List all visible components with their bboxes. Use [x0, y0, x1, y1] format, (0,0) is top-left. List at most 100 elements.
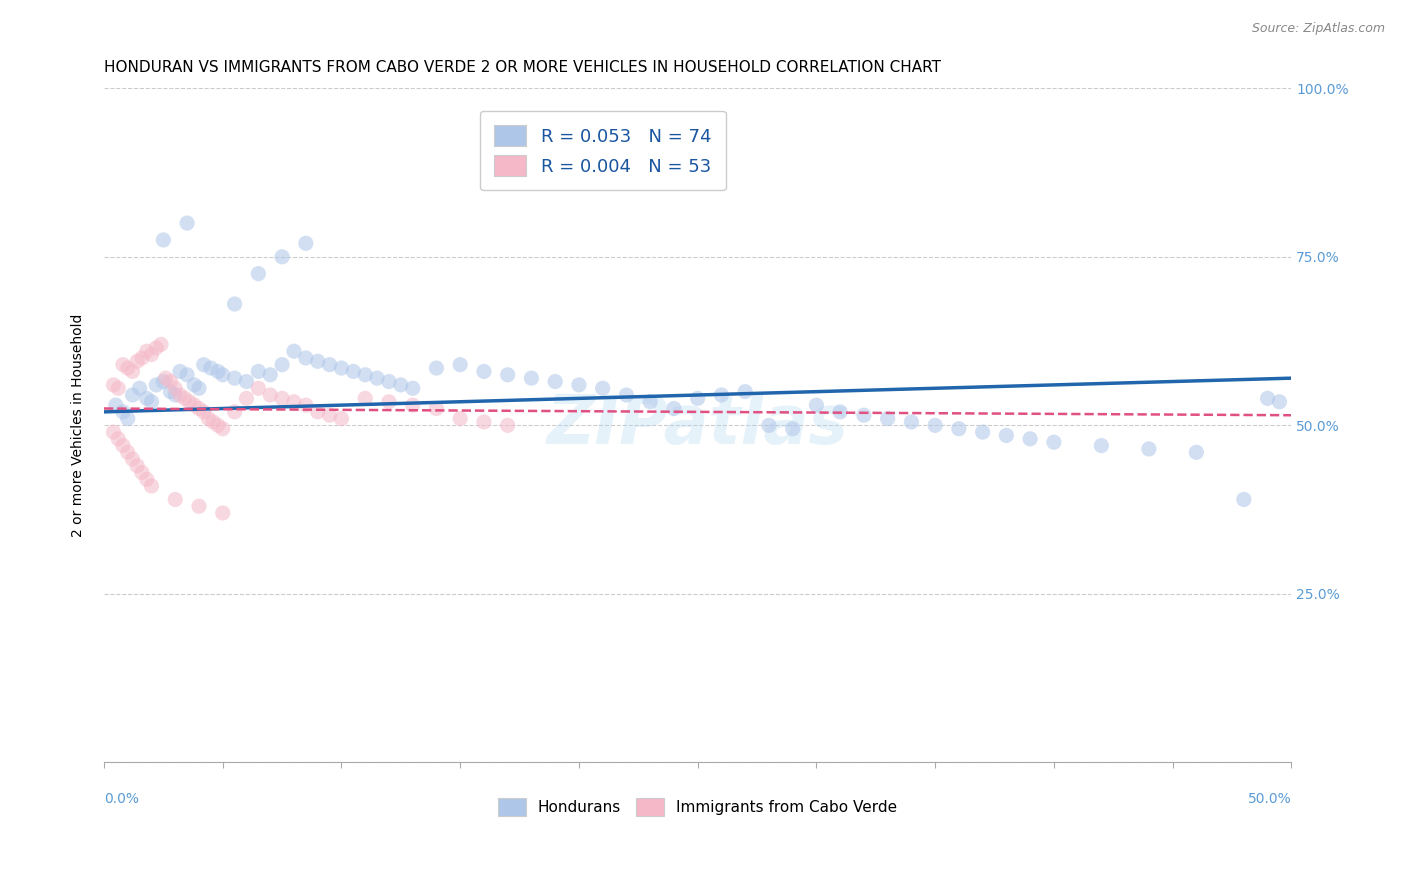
Point: [806, 398, 828, 412]
Point: [197, 411, 219, 425]
Point: [616, 388, 638, 402]
Point: [200, 361, 222, 376]
Point: [211, 506, 233, 520]
Point: [1043, 435, 1066, 450]
Y-axis label: 2 or more Vehicles in Household: 2 or more Vehicles in Household: [72, 314, 86, 537]
Point: [152, 375, 174, 389]
Point: [449, 411, 471, 425]
Point: [389, 378, 412, 392]
Point: [402, 381, 425, 395]
Point: [900, 415, 922, 429]
Point: [354, 368, 377, 382]
Point: [1185, 445, 1208, 459]
Point: [948, 422, 970, 436]
Point: [152, 233, 174, 247]
Point: [145, 378, 167, 392]
Point: [271, 392, 294, 406]
Point: [830, 405, 852, 419]
Point: [141, 347, 163, 361]
Point: [1137, 442, 1160, 456]
Point: [107, 381, 129, 395]
Point: [224, 371, 246, 385]
Point: [135, 392, 157, 406]
Point: [271, 250, 294, 264]
Point: [972, 425, 994, 439]
Point: [224, 405, 246, 419]
Point: [111, 358, 134, 372]
Point: [520, 371, 543, 385]
Point: [176, 368, 198, 382]
Point: [425, 401, 447, 416]
Point: [1233, 492, 1256, 507]
Point: [686, 392, 709, 406]
Point: [141, 479, 163, 493]
Point: [173, 392, 195, 406]
Point: [159, 384, 181, 399]
Point: [127, 354, 149, 368]
Point: [193, 358, 215, 372]
Point: [1257, 392, 1279, 406]
Point: [734, 384, 756, 399]
Point: [852, 409, 875, 423]
Point: [1268, 394, 1291, 409]
Point: [104, 398, 127, 412]
Point: [128, 381, 150, 395]
Point: [283, 394, 305, 409]
Point: [995, 428, 1018, 442]
Point: [638, 394, 661, 409]
Point: [211, 422, 233, 436]
Point: [259, 368, 281, 382]
Point: [271, 358, 294, 372]
Point: [924, 418, 946, 433]
Point: [121, 388, 143, 402]
Point: [592, 381, 614, 395]
Text: 0.0%: 0.0%: [104, 792, 139, 805]
Point: [318, 358, 340, 372]
Point: [207, 364, 229, 378]
Point: [188, 381, 211, 395]
Point: [295, 398, 318, 412]
Point: [183, 378, 205, 392]
Point: [202, 415, 225, 429]
Text: Source: ZipAtlas.com: Source: ZipAtlas.com: [1251, 22, 1385, 36]
Point: [111, 439, 134, 453]
Point: [165, 492, 187, 507]
Point: [366, 371, 388, 385]
Point: [568, 378, 591, 392]
Point: [378, 375, 401, 389]
Text: 50.0%: 50.0%: [1247, 792, 1291, 805]
Point: [330, 361, 353, 376]
Point: [247, 364, 270, 378]
Point: [330, 411, 353, 425]
Point: [155, 371, 177, 385]
Point: [307, 405, 329, 419]
Point: [1019, 432, 1042, 446]
Point: [103, 378, 125, 392]
Point: [103, 425, 125, 439]
Point: [121, 364, 143, 378]
Point: [307, 354, 329, 368]
Point: [179, 394, 201, 409]
Point: [235, 392, 257, 406]
Point: [127, 458, 149, 473]
Point: [425, 361, 447, 376]
Point: [235, 375, 257, 389]
Point: [135, 344, 157, 359]
Point: [117, 411, 139, 425]
Point: [342, 364, 364, 378]
Point: [496, 368, 519, 382]
Point: [188, 401, 211, 416]
Point: [131, 466, 153, 480]
Point: [496, 418, 519, 433]
Point: [135, 472, 157, 486]
Point: [169, 364, 191, 378]
Point: [247, 381, 270, 395]
Point: [149, 337, 172, 351]
Point: [472, 415, 495, 429]
Point: [662, 401, 685, 416]
Point: [183, 398, 205, 412]
Point: [165, 388, 187, 402]
Point: [758, 418, 780, 433]
Point: [159, 375, 181, 389]
Point: [295, 236, 318, 251]
